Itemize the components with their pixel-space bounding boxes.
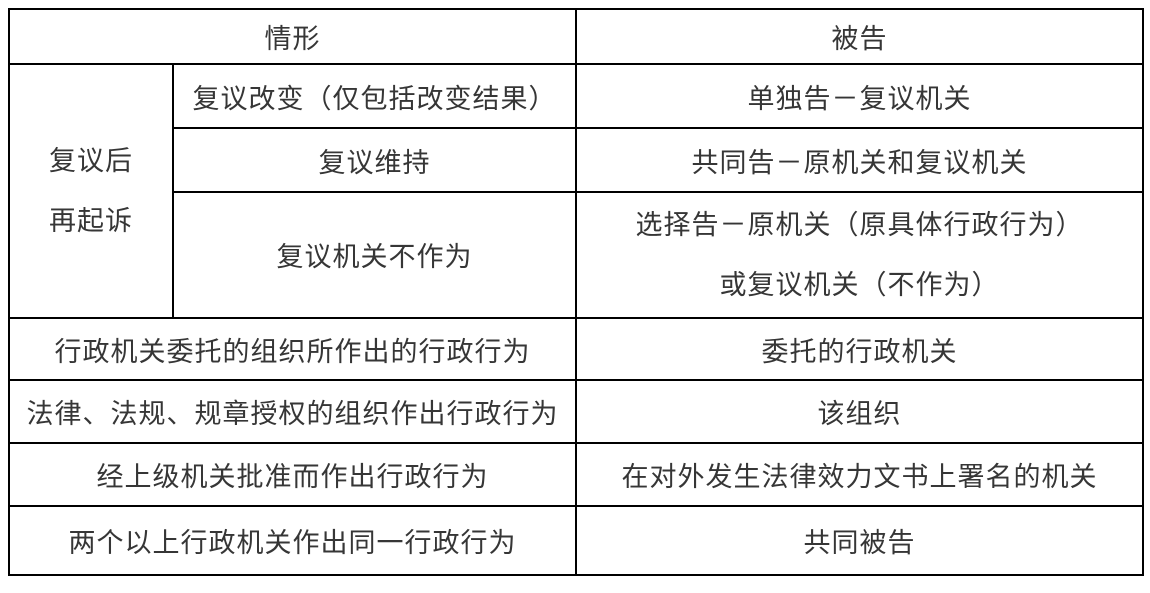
table-row: 行政机关委托的组织所作出的行政行为 委托的行政机关 [8, 317, 1144, 382]
cell-multiple-organs-defendant: 共同被告 [575, 504, 1144, 577]
review-group-label-line2: 再起诉 [49, 206, 133, 237]
cell-review-upheld-situation: 复议维持 [172, 127, 577, 193]
cell-authorized-org-defendant: 该组织 [575, 379, 1144, 444]
cell-review-inaction-situation: 复议机关不作为 [172, 190, 577, 320]
cell-multiple-organs-situation: 两个以上行政机关作出同一行政行为 [8, 504, 577, 577]
table-row: 复议维持 共同告－原机关和复议机关 [9, 127, 1144, 193]
cell-review-changed-defendant: 单独告－复议机关 [575, 63, 1144, 130]
table-header-row: 情形 被告 [8, 7, 1144, 66]
table-row: 复议后 再起诉 复议改变（仅包括改变结果） 单独告－复议机关 [8, 63, 1144, 320]
cell-review-group-label: 复议后 再起诉 [8, 63, 174, 320]
review-inaction-defendant-line1: 选择告－原机关（原具体行政行为） [635, 209, 1084, 240]
cell-review-changed-situation: 复议改变（仅包括改变结果） [172, 63, 577, 130]
cell-review-inaction-defendant: 选择告－原机关（原具体行政行为） 或复议机关（不作为） [575, 190, 1144, 320]
cell-superior-approval-defendant: 在对外发生法律效力文书上署名的机关 [575, 441, 1144, 507]
table-row: 法律、法规、规章授权的组织作出行政行为 该组织 [8, 379, 1144, 444]
cell-entrusted-org-defendant: 委托的行政机关 [575, 317, 1144, 382]
table-row: 经上级机关批准而作出行政行为 在对外发生法律效力文书上署名的机关 [8, 441, 1144, 507]
table-row: 复议机关不作为 选择告－原机关（原具体行政行为） 或复议机关（不作为） [9, 190, 1144, 320]
review-inaction-defendant-line2: 或复议机关（不作为） [719, 269, 1000, 300]
header-cell-defendant: 被告 [575, 7, 1144, 66]
cell-superior-approval-situation: 经上级机关批准而作出行政行为 [8, 441, 577, 507]
cell-review-upheld-defendant: 共同告－原机关和复议机关 [575, 127, 1144, 193]
review-group-label-line1: 复议后 [49, 146, 133, 177]
cell-authorized-org-situation: 法律、法规、规章授权的组织作出行政行为 [8, 379, 577, 444]
cell-entrusted-org-situation: 行政机关委托的组织所作出的行政行为 [8, 317, 577, 382]
header-cell-situation: 情形 [8, 7, 577, 66]
table-row: 两个以上行政机关作出同一行政行为 共同被告 [8, 504, 1144, 577]
defendant-reference-table: 情形 被告 复议后 再起诉 复议改变（仅包括改变结果） 单独告－复议机关 复议维… [8, 7, 1144, 577]
